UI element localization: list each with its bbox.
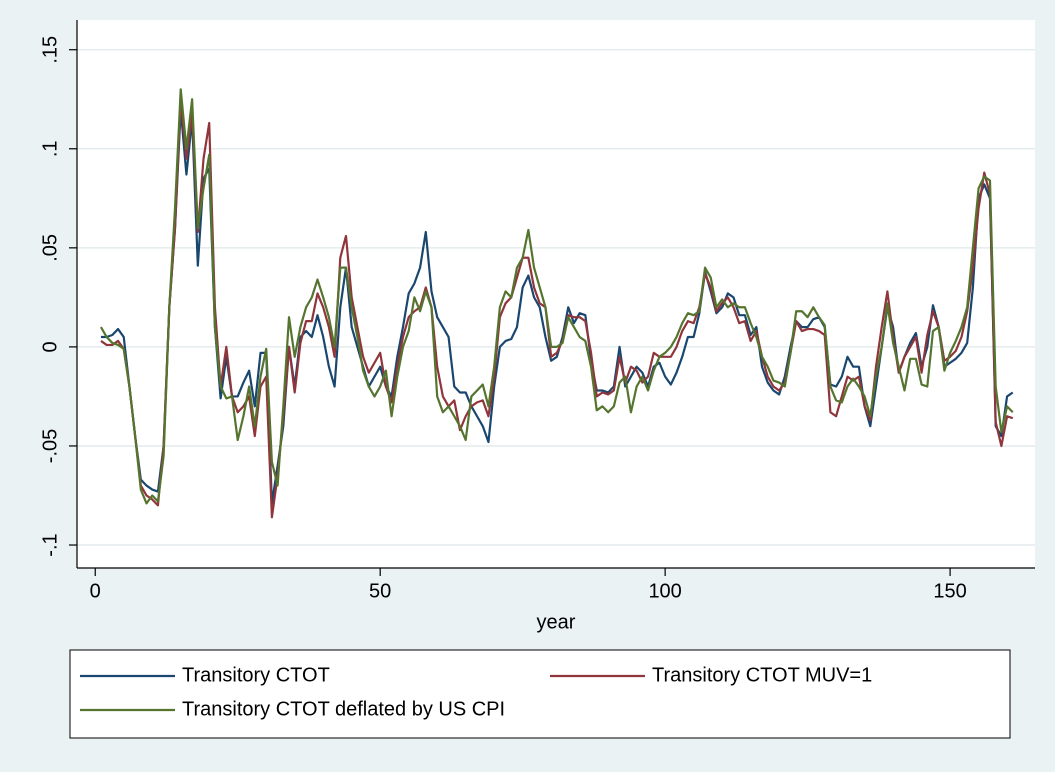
x-tick-label: 50: [369, 580, 391, 602]
series-line: [100, 98, 1014, 519]
y-tick-label: .15: [39, 36, 61, 64]
x-tick-label: 0: [90, 580, 101, 602]
y-tick-label: .1: [39, 140, 61, 157]
series-line: [99, 88, 1014, 505]
legend-label: Transitory CTOT: [182, 664, 330, 686]
legend-label: Transitory CTOT MUV=1: [652, 664, 872, 686]
legend-box: [69, 649, 1011, 739]
y-tick-label: .05: [39, 234, 61, 262]
y-tick-label: 0: [39, 341, 61, 352]
y-tick-label: -.05: [39, 429, 61, 463]
legend-label: Transitory CTOT deflated by US CPI: [182, 698, 505, 720]
x-tick-label: 100: [648, 580, 681, 602]
plot-area: [77, 20, 1035, 568]
series-line: [100, 108, 1014, 505]
y-tick-label: -.1: [39, 533, 61, 556]
x-tick-label: 150: [933, 580, 966, 602]
x-axis-title: year: [537, 611, 576, 633]
